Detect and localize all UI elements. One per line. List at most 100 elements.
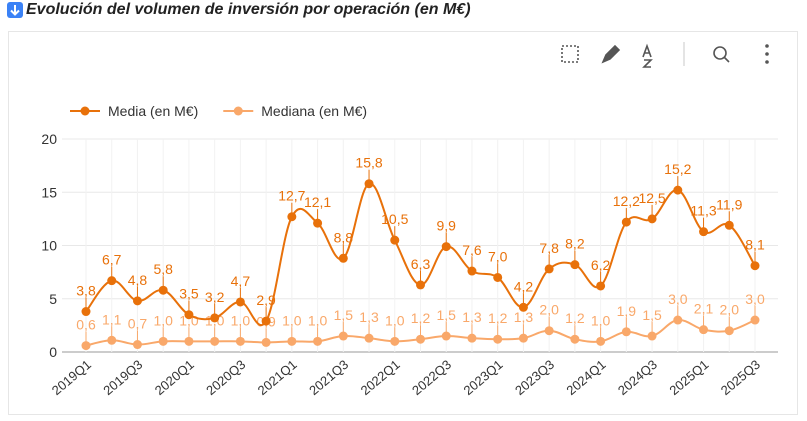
data-label: 1,3	[462, 309, 482, 325]
data-label: 7,6	[462, 242, 482, 258]
y-tick-label: 15	[41, 184, 57, 200]
data-label: 4,8	[128, 272, 148, 288]
point	[184, 310, 194, 320]
point	[338, 331, 348, 341]
edit-icon[interactable]	[601, 44, 621, 64]
data-label: 2,9	[256, 292, 276, 308]
point	[518, 333, 528, 343]
x-tick-label: 2025Q1	[666, 357, 711, 398]
legend-label: Media (en M€)	[108, 103, 198, 119]
point	[467, 266, 477, 276]
data-label: 1,5	[642, 307, 662, 323]
x-tick-label: 2021Q3	[306, 357, 351, 398]
point	[699, 325, 709, 335]
point	[518, 302, 528, 312]
point	[158, 285, 168, 295]
point	[390, 235, 400, 245]
data-label: 2,0	[539, 302, 559, 318]
point	[750, 315, 760, 325]
zoom-icon[interactable]	[713, 46, 727, 60]
data-label: 1,0	[591, 312, 611, 328]
data-label: 1,0	[385, 312, 405, 328]
point	[699, 227, 709, 237]
x-tick-label: 2020Q1	[152, 357, 197, 398]
data-label: 8,8	[334, 229, 354, 245]
point	[364, 333, 374, 343]
data-label: 1,9	[617, 303, 637, 319]
point	[210, 313, 220, 323]
point	[724, 220, 734, 230]
x-tick-label: 2023Q3	[512, 357, 557, 398]
data-label: 3,0	[668, 291, 688, 307]
data-label: 3,5	[179, 286, 199, 302]
x-tick-label: 2022Q1	[358, 357, 403, 398]
x-tick-label: 2020Q3	[203, 357, 248, 398]
point	[390, 336, 400, 346]
point	[261, 316, 271, 326]
data-label: 12,5	[638, 190, 665, 206]
data-label: 4,7	[231, 273, 251, 289]
data-label: 12,2	[613, 193, 640, 209]
series-line	[85, 182, 756, 326]
point	[750, 261, 760, 271]
point	[261, 337, 271, 347]
point	[184, 336, 194, 346]
data-label: 0,6	[76, 317, 96, 333]
zoom-handle	[723, 56, 730, 63]
x-tick-label: 2019Q1	[49, 357, 94, 398]
data-label: 6,3	[411, 256, 431, 272]
x-tick-label: 2025Q3	[718, 357, 763, 398]
data-label: 11,3	[690, 203, 716, 219]
data-label: 15,8	[355, 155, 382, 171]
data-label: 1,5	[436, 307, 456, 323]
data-label: 1,0	[282, 312, 302, 328]
data-label: 1,2	[565, 310, 585, 326]
point	[596, 336, 606, 346]
point	[81, 341, 91, 351]
point	[544, 264, 554, 274]
legend-marker	[80, 106, 90, 116]
data-label: 1,2	[488, 310, 508, 326]
data-label: 12,1	[304, 194, 331, 210]
data-label: 9,9	[436, 218, 456, 234]
select-icon[interactable]	[561, 45, 579, 63]
point	[673, 185, 683, 195]
data-label: 1,0	[308, 312, 328, 328]
data-label: 3,0	[745, 291, 765, 307]
title-icon	[7, 2, 23, 18]
data-label: 8,2	[565, 236, 585, 252]
x-tick-label: 2023Q1	[461, 357, 506, 398]
x-tick-label: 2022Q3	[409, 357, 454, 398]
data-label: 7,0	[488, 248, 508, 264]
data-label: 1,1	[102, 311, 122, 327]
menu-dot	[765, 52, 769, 56]
arrow-icon	[10, 5, 20, 16]
point	[673, 315, 683, 325]
sort-icon[interactable]	[642, 43, 653, 68]
point	[621, 217, 631, 227]
data-label: 11,9	[716, 196, 742, 212]
point	[647, 214, 657, 224]
data-label: 0,7	[128, 316, 148, 332]
x-tick-label: 2021Q1	[255, 357, 300, 398]
point	[158, 336, 168, 346]
point	[107, 276, 117, 286]
point	[724, 326, 734, 336]
point	[132, 340, 142, 350]
data-label: 3,8	[76, 283, 96, 299]
y-tick-label: 20	[41, 131, 57, 147]
data-label: 6,7	[102, 252, 122, 268]
menu-icon[interactable]	[765, 44, 769, 48]
point	[364, 179, 374, 189]
point	[235, 336, 245, 346]
y-tick-label: 0	[49, 344, 57, 360]
data-label: 1,3	[514, 309, 534, 325]
data-label: 7,8	[539, 240, 559, 256]
data-label: 5,8	[153, 261, 173, 277]
point	[596, 281, 606, 291]
data-label: 3,2	[205, 289, 225, 305]
point	[235, 297, 245, 307]
point	[570, 260, 580, 270]
